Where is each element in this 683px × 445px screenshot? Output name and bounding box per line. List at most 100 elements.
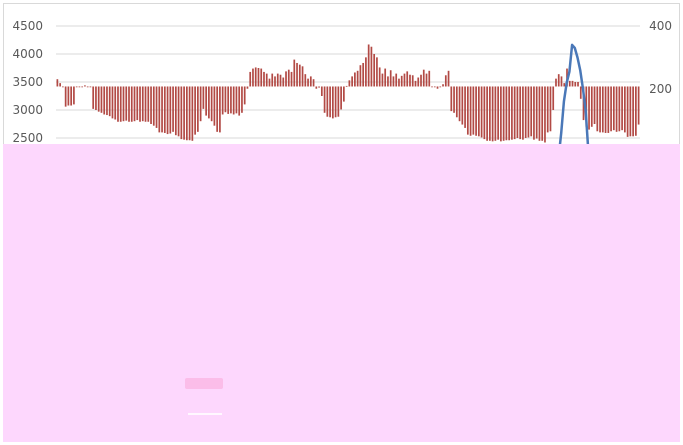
bar bbox=[202, 86, 205, 109]
bar bbox=[296, 62, 298, 87]
bar bbox=[365, 57, 367, 87]
bar bbox=[618, 86, 621, 132]
bar bbox=[607, 86, 610, 133]
bar bbox=[186, 86, 188, 141]
bar bbox=[130, 86, 133, 122]
bar bbox=[544, 86, 546, 143]
bar bbox=[417, 77, 420, 87]
bar bbox=[601, 86, 604, 133]
bar bbox=[453, 86, 455, 113]
bar bbox=[439, 86, 442, 88]
bar bbox=[549, 86, 552, 132]
bar bbox=[604, 86, 607, 133]
bar bbox=[590, 86, 593, 127]
bar bbox=[461, 86, 464, 125]
bar bbox=[351, 76, 353, 87]
bar bbox=[414, 80, 417, 87]
bar bbox=[309, 76, 312, 87]
bar bbox=[588, 86, 590, 130]
bar bbox=[370, 46, 373, 87]
bar bbox=[431, 86, 433, 88]
bar bbox=[392, 76, 395, 87]
bar bbox=[538, 86, 541, 141]
bar bbox=[285, 71, 287, 87]
bar bbox=[92, 86, 95, 109]
bar bbox=[552, 86, 555, 110]
bar bbox=[400, 75, 403, 87]
bar bbox=[337, 86, 340, 117]
bar bbox=[530, 86, 533, 137]
bar bbox=[128, 86, 130, 122]
bar bbox=[442, 84, 444, 87]
bar bbox=[301, 66, 304, 87]
bar bbox=[95, 86, 97, 110]
bar bbox=[84, 85, 86, 87]
bar bbox=[73, 86, 75, 105]
left-axis-ticks: 2500 3000 3500 4000 4500 bbox=[12, 19, 43, 145]
bar bbox=[629, 86, 632, 137]
bar bbox=[626, 86, 629, 137]
bar bbox=[635, 86, 637, 136]
bar bbox=[268, 78, 271, 87]
bar bbox=[243, 86, 246, 105]
right-tick-label: 200 bbox=[649, 82, 672, 96]
bar bbox=[555, 78, 557, 87]
bar bbox=[574, 82, 577, 87]
bar bbox=[612, 86, 615, 131]
bar bbox=[527, 86, 530, 138]
bar bbox=[480, 86, 483, 138]
bar bbox=[169, 86, 172, 134]
bar bbox=[373, 54, 376, 87]
bar bbox=[389, 70, 392, 87]
bar bbox=[197, 86, 199, 132]
bar bbox=[367, 44, 370, 87]
bar bbox=[579, 86, 582, 99]
bar bbox=[254, 67, 257, 87]
bar bbox=[610, 86, 612, 132]
bar bbox=[577, 82, 579, 87]
bar bbox=[323, 86, 326, 113]
left-tick-label: 2500 bbox=[12, 131, 43, 145]
bar bbox=[334, 86, 337, 118]
bar bbox=[183, 86, 185, 140]
bar bbox=[511, 86, 513, 140]
bar bbox=[384, 68, 387, 87]
bar bbox=[312, 79, 315, 87]
left-tick-label: 3000 bbox=[12, 103, 43, 117]
bar bbox=[155, 86, 158, 128]
bar bbox=[293, 59, 296, 87]
bar bbox=[571, 80, 574, 87]
bar bbox=[100, 86, 103, 113]
bar bbox=[67, 86, 70, 106]
bar bbox=[219, 86, 221, 133]
bar bbox=[235, 86, 238, 114]
bar-series bbox=[56, 44, 640, 143]
bar bbox=[596, 86, 599, 132]
bar bbox=[232, 86, 235, 115]
bar bbox=[362, 62, 365, 87]
bar bbox=[568, 80, 571, 87]
bar bbox=[315, 86, 318, 89]
bar bbox=[252, 68, 254, 87]
bar bbox=[224, 86, 227, 113]
bar bbox=[216, 86, 219, 132]
bar bbox=[615, 86, 618, 132]
bar bbox=[246, 86, 249, 89]
bar bbox=[343, 86, 345, 102]
bar bbox=[119, 86, 122, 122]
bar bbox=[194, 86, 196, 135]
bar bbox=[428, 70, 431, 87]
bar bbox=[320, 86, 323, 96]
bar bbox=[172, 86, 174, 132]
bar bbox=[497, 86, 499, 140]
bar bbox=[395, 73, 398, 87]
bar bbox=[260, 68, 263, 87]
bar bbox=[340, 86, 342, 110]
bar bbox=[326, 86, 329, 117]
bar bbox=[86, 86, 89, 88]
bar bbox=[180, 86, 183, 140]
bar bbox=[147, 86, 150, 122]
bar bbox=[122, 86, 125, 122]
bar bbox=[59, 83, 61, 87]
bar bbox=[356, 70, 359, 87]
